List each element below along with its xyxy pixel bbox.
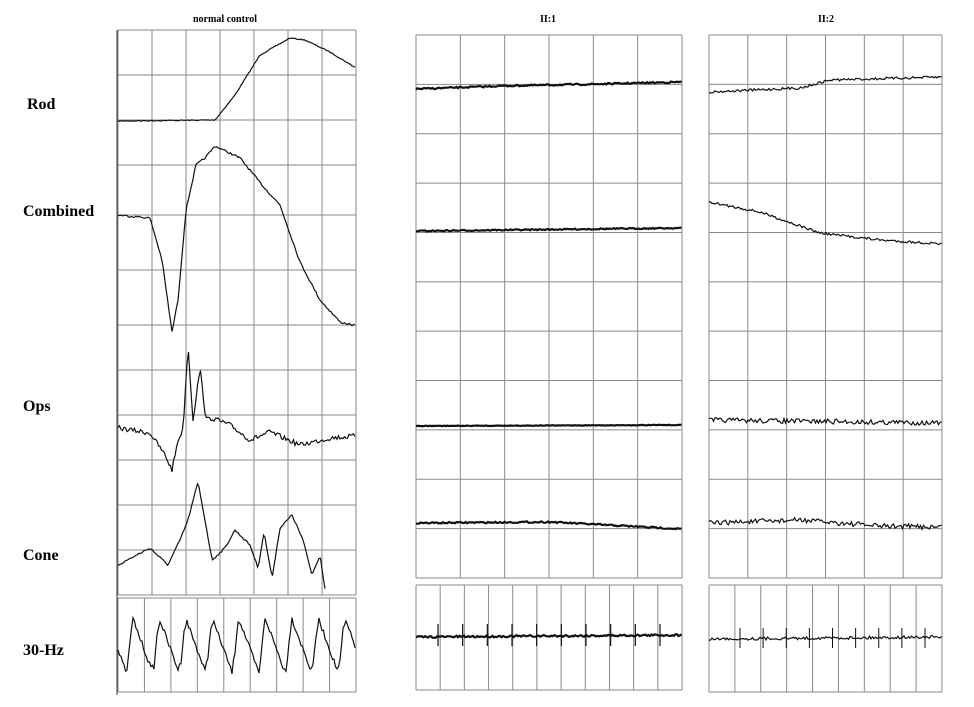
- waveform: [709, 416, 942, 427]
- waveform: [117, 37, 356, 123]
- waveform: [708, 201, 942, 246]
- waveform: [117, 482, 326, 589]
- waveform: [709, 634, 942, 642]
- waveform: [415, 633, 683, 639]
- waveform: [415, 80, 682, 91]
- column-header: II:1: [540, 14, 556, 25]
- traces: [117, 37, 942, 675]
- row-label: Rod: [27, 96, 56, 113]
- row-label: Combined: [23, 203, 94, 220]
- waveform: [415, 423, 682, 428]
- grids: [117, 29, 943, 693]
- column-header: II:2: [818, 14, 834, 25]
- waveform: [708, 516, 942, 531]
- row-label: Ops: [23, 398, 51, 415]
- waveform: [415, 226, 682, 233]
- waveform: [117, 615, 356, 675]
- waveform: [117, 146, 356, 332]
- waveform: [708, 75, 942, 94]
- waveform: [117, 352, 356, 473]
- row-label: 30-Hz: [23, 642, 64, 659]
- waveform: [415, 520, 682, 531]
- row-label: Cone: [23, 547, 59, 564]
- column-header: normal control: [193, 14, 257, 25]
